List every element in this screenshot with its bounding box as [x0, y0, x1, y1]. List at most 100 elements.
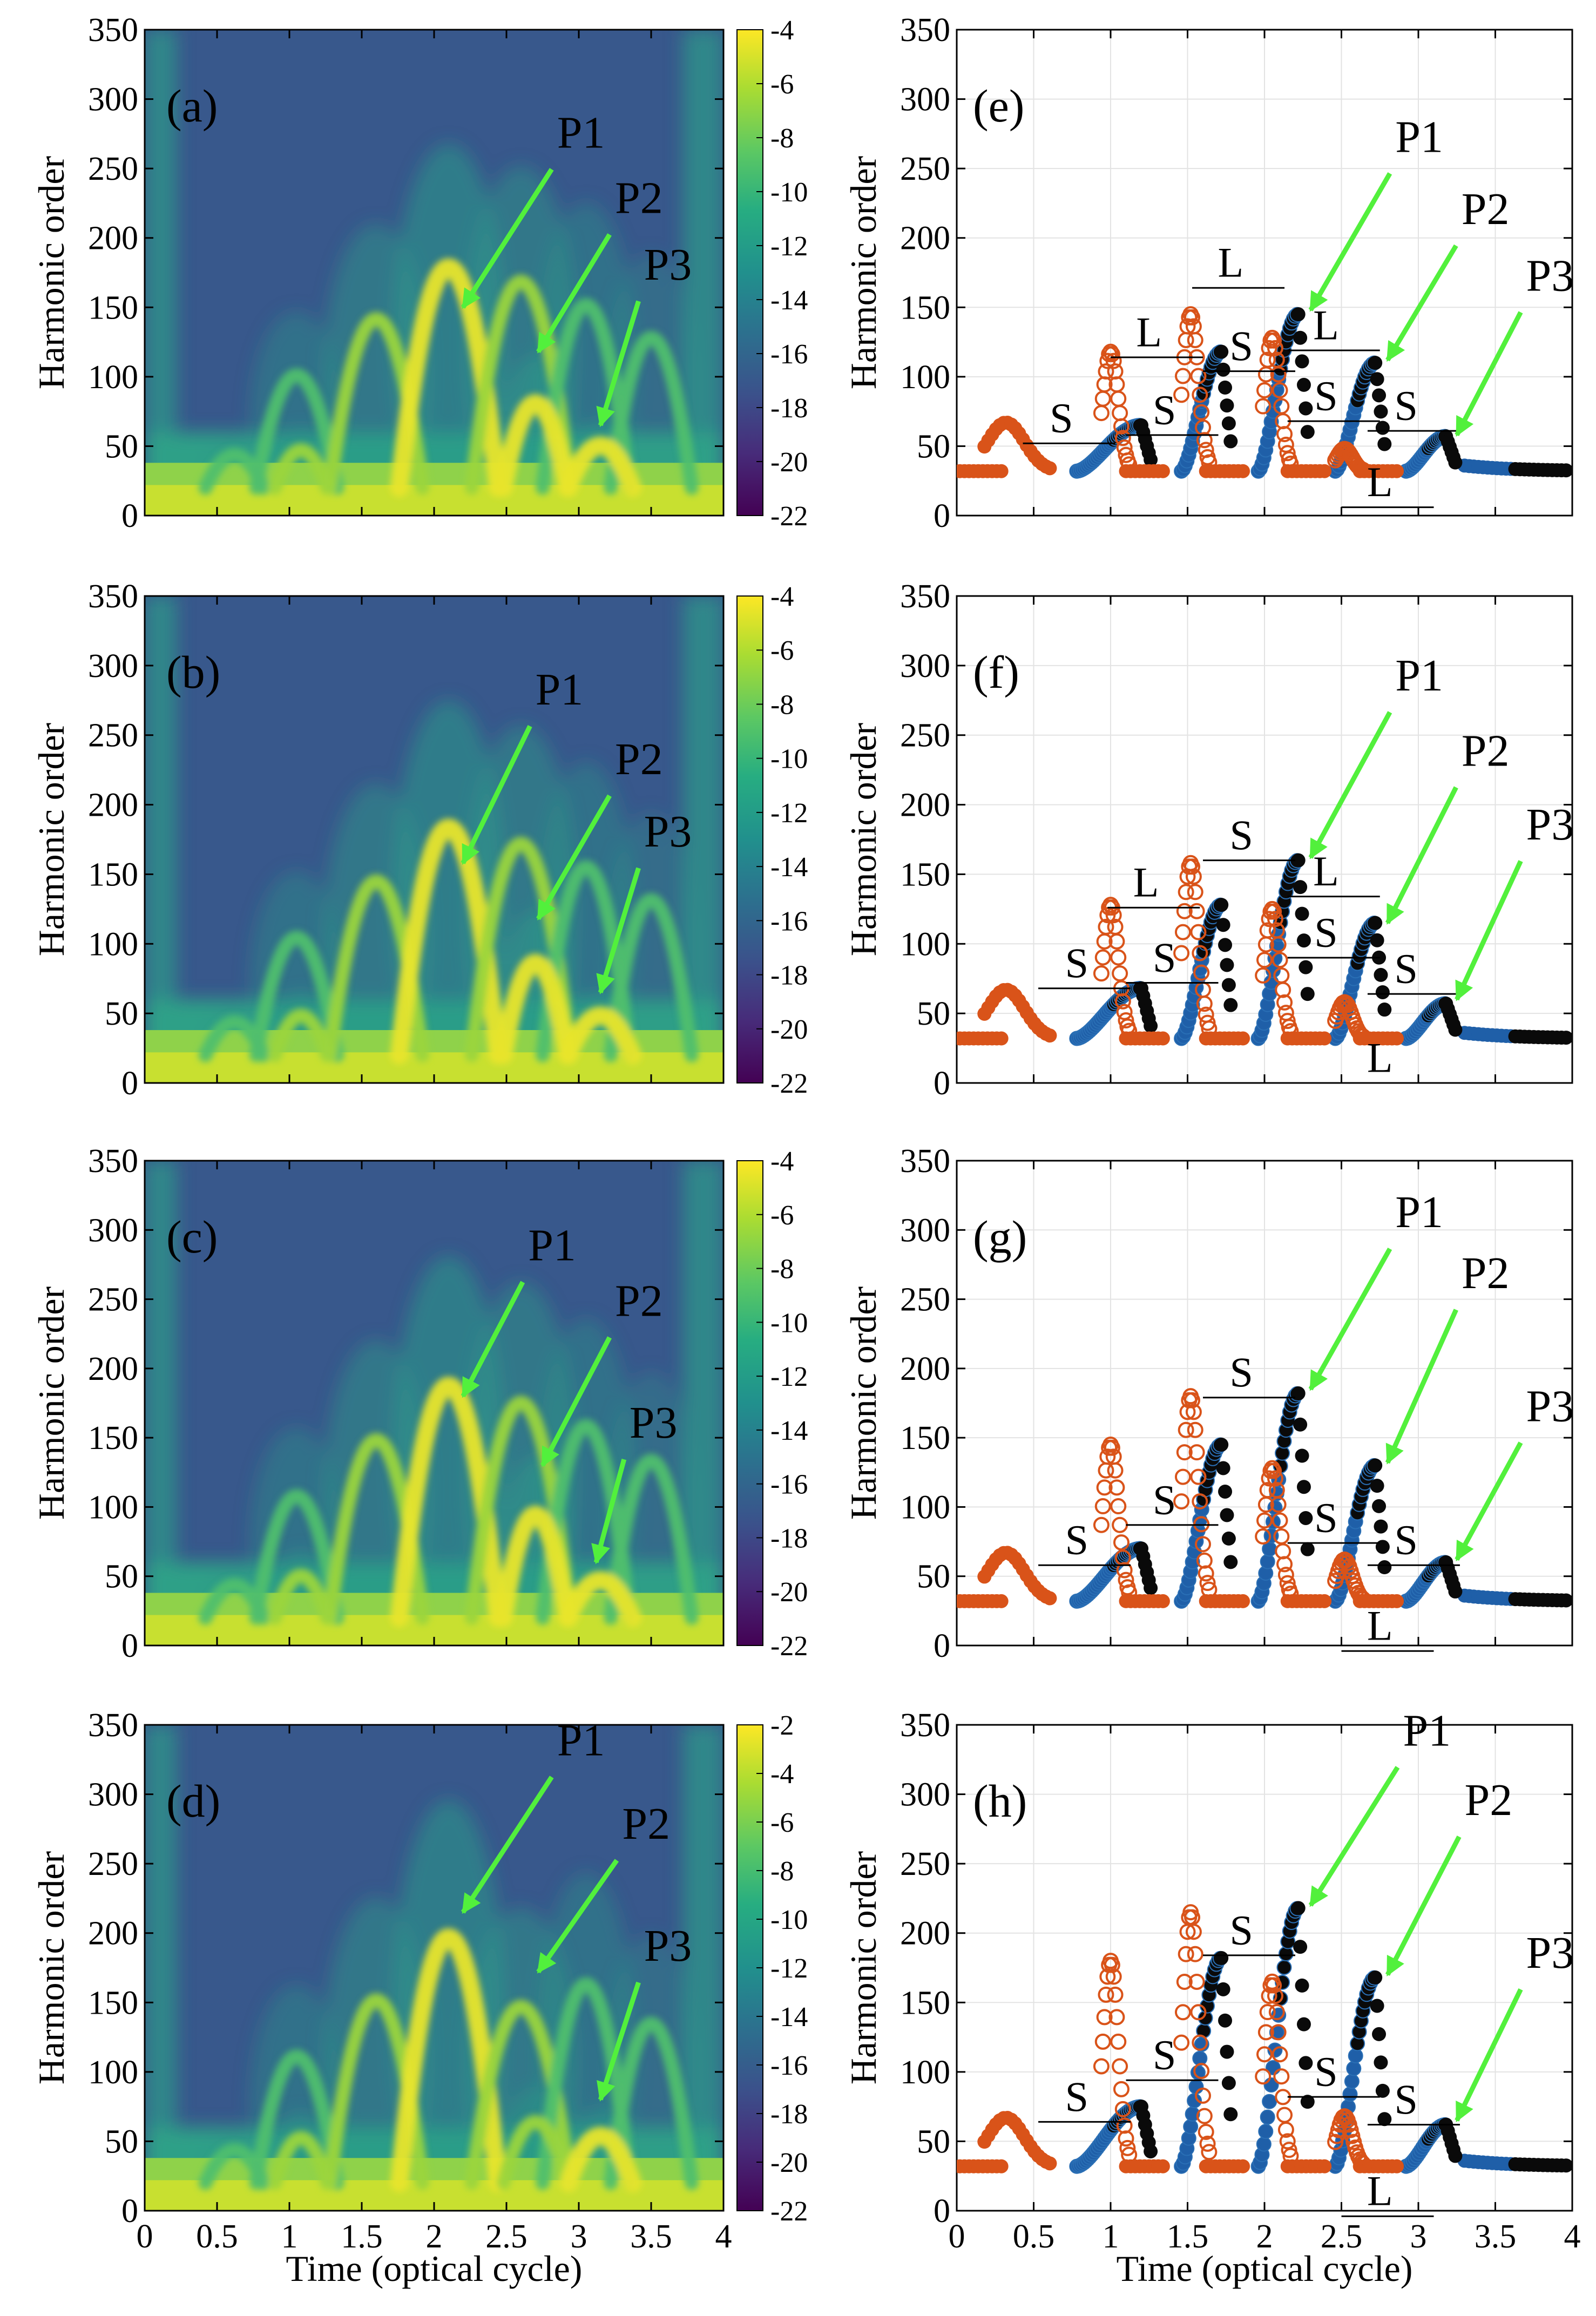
x-tick-label: 2 [426, 2218, 443, 2255]
trajectory-point [1214, 1437, 1229, 1452]
trajectory-point [1099, 1448, 1116, 1465]
trajectory-point [1174, 1468, 1191, 1485]
trajectory-point [1279, 1013, 1296, 1030]
peak-arrow [1385, 786, 1458, 925]
heatmap-arcs [198, 1377, 699, 1627]
trajectory-point [1448, 1584, 1463, 1599]
y-tick-label: 200 [88, 220, 138, 257]
trajectory-label: S [1314, 909, 1337, 956]
peak-label: P2 [622, 1799, 670, 1849]
x-tick-label: 3 [1410, 2218, 1427, 2255]
trajectory-point [1255, 2068, 1272, 2085]
y-tick-label: 200 [900, 220, 950, 257]
trajectory-point [1368, 1970, 1383, 1985]
colorbar-tick-label: -22 [770, 501, 808, 532]
trajectory-label: S [1395, 945, 1418, 992]
trajectory-point [1218, 1484, 1233, 1499]
x-tick-label: 1.5 [1167, 2218, 1209, 2255]
baseline-point [1043, 1028, 1057, 1043]
trajectory-point [1196, 432, 1213, 449]
peak-arrow [1385, 1309, 1458, 1465]
trajectory-point [1256, 2136, 1272, 2152]
peak-arrow [1308, 172, 1392, 312]
y-tick-label: 350 [900, 1143, 950, 1180]
trajectory-label: S [1395, 382, 1418, 429]
x-tick-label: 0.5 [196, 2218, 238, 2255]
trajectory-point [1223, 1555, 1238, 1569]
trajectory-point [1216, 362, 1230, 377]
y-tick-label: 200 [900, 1351, 950, 1387]
trajectory-point [1096, 2009, 1113, 2026]
y-tick-label: 0 [121, 498, 138, 534]
colorbar-tick-label: -18 [770, 960, 808, 991]
trajectory-point [1270, 1496, 1287, 1513]
y-tick-label: 0 [934, 498, 950, 534]
y-tick-label: 0 [121, 2193, 138, 2230]
trajectory-point [1300, 2095, 1315, 2109]
trajectory-point [1179, 318, 1196, 335]
trajectory-point [1198, 1565, 1214, 1582]
colorbar-tick-label: -10 [770, 177, 808, 208]
trajectory-point [1327, 2134, 1344, 2150]
trajectory-point [1372, 1499, 1387, 1513]
peak-arrow [536, 794, 612, 921]
y-tick-label: 100 [88, 359, 138, 396]
colorbar-tick-label: -10 [770, 1905, 808, 1935]
trajectory-label: S [1314, 373, 1337, 419]
peak-label: P3 [644, 1921, 692, 1971]
baseline-point [1236, 1594, 1250, 1608]
trajectory-arc [603, 893, 699, 1062]
trajectory-point [1187, 1421, 1203, 1438]
x-axis-label: Time (optical cycle) [286, 2248, 583, 2289]
trajectory-point [1262, 2094, 1277, 2109]
peak-label: P3 [1526, 1928, 1574, 1978]
trajectory-point [1273, 2068, 1290, 2085]
baseline-point [1390, 1031, 1404, 1046]
trajectory-point [1279, 2133, 1296, 2150]
heatmap-arcs [198, 818, 699, 1065]
peak-label: P1 [557, 1716, 605, 1766]
peak-label: P1 [1395, 112, 1443, 162]
y-axis-label: Harmonic order [31, 1286, 72, 1520]
colorbar-tick-label: -20 [770, 1577, 808, 1608]
trajectory-point [1296, 2017, 1311, 2031]
trajectory-point [1260, 2109, 1275, 2125]
y-tick-label: 150 [900, 856, 950, 893]
trajectory-point [1096, 1479, 1113, 1496]
baseline-point [1559, 1593, 1572, 1608]
panel-label: (f) [973, 646, 1019, 698]
trajectory-point [1368, 916, 1383, 930]
panel-label: (h) [973, 1775, 1027, 1827]
x-tick-label: 1 [281, 2218, 298, 2255]
trajectory-point [1112, 2058, 1128, 2075]
y-axis-label: Harmonic order [843, 1851, 884, 2084]
colorbar-tick-label: -12 [770, 1953, 808, 1984]
colorbar-tick-label: -14 [770, 2002, 808, 2033]
colorbar-tick-label: -18 [770, 1523, 808, 1554]
heatmap-panel-b: 0 50 100 150 200 250 300 350 Harmonic order (b) P1… [31, 578, 808, 1102]
peak-label: P3 [644, 807, 692, 857]
x-axis-label: Time (optical cycle) [1117, 2248, 1413, 2289]
peak-arrow [540, 1336, 612, 1467]
y-tick-label: 350 [88, 1143, 138, 1180]
colorbar-tick-label: -10 [770, 744, 808, 775]
trajectory-label: S [1153, 1476, 1176, 1523]
colorbar [736, 1160, 763, 1646]
trajectory-point [1370, 933, 1384, 947]
trajectory-point [1268, 2004, 1285, 2021]
trajectory-label: S [1153, 2031, 1176, 2078]
trajectory-point [1195, 2087, 1211, 2104]
trajectory-point [1370, 1999, 1384, 2013]
trajectory-point [1374, 1519, 1388, 1534]
trajectory-point [1223, 998, 1238, 1012]
trajectory-point [1105, 1968, 1122, 1985]
trajectory-point [1370, 1479, 1384, 1493]
y-tick-label: 50 [917, 996, 950, 1032]
peak-arrow [1308, 1766, 1400, 1907]
trajectory-point [1192, 1493, 1208, 1510]
colorbar-tick-label: -14 [770, 1416, 808, 1446]
baseline-point [1317, 2159, 1332, 2173]
peak-label: P1 [1395, 651, 1443, 701]
baseline-point [994, 1031, 1009, 1046]
trajectory-point [1188, 1974, 1205, 1990]
